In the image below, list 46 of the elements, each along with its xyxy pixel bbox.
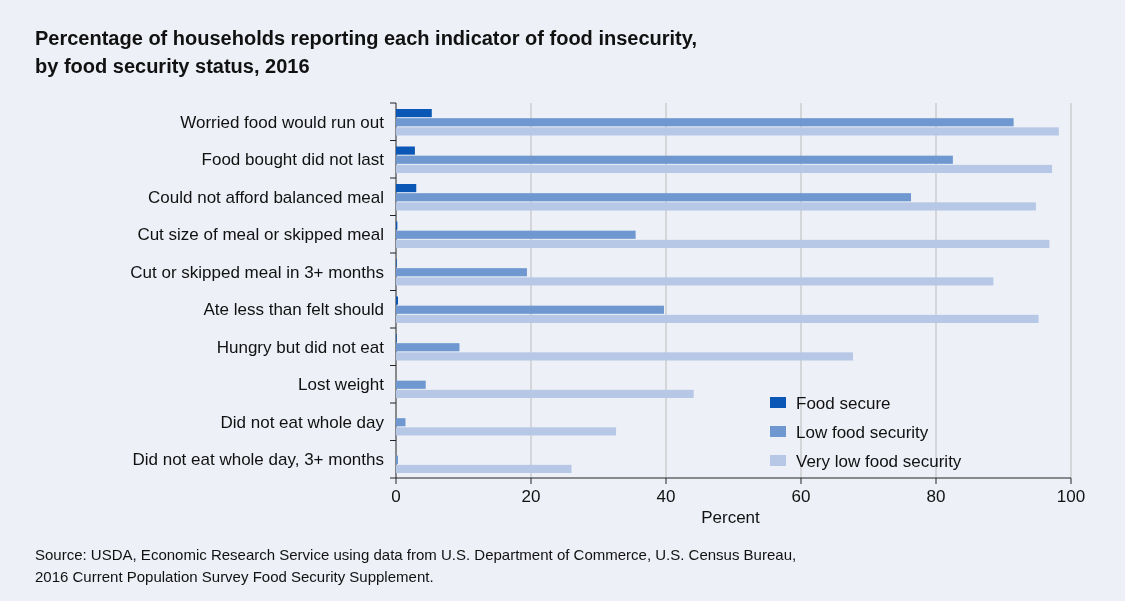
- bar: [396, 193, 912, 202]
- y-tick-label: Cut or skipped meal in 3+ months: [130, 262, 384, 282]
- y-tick-label: Cut size of meal or skipped meal: [137, 225, 384, 245]
- bar: [396, 127, 1059, 136]
- x-tick-label: 100: [1056, 487, 1086, 506]
- x-tick-label: 80: [926, 487, 946, 506]
- y-tick-label: Worried food would run out: [180, 112, 385, 132]
- y-tick-label: Did not eat whole day, 3+ months: [132, 450, 384, 470]
- bar: [396, 277, 994, 286]
- y-tick-label: Ate less than felt should: [203, 300, 384, 320]
- bar: [396, 202, 1036, 211]
- legend-label: Low food security: [796, 423, 929, 442]
- bar: [396, 418, 406, 427]
- bar: [396, 464, 572, 473]
- bar: [396, 380, 426, 389]
- bar: [396, 389, 694, 398]
- x-axis-title: Percent: [701, 508, 761, 527]
- bar: [396, 305, 664, 314]
- bar: [396, 164, 1053, 173]
- x-tick-label: 40: [656, 487, 676, 506]
- bar: [396, 184, 417, 193]
- x-tick-label: 20: [521, 487, 541, 506]
- bar: [396, 455, 399, 464]
- bar: [396, 109, 432, 118]
- legend-label: Food secure: [796, 394, 891, 413]
- legend-label: Very low food security: [796, 452, 962, 471]
- y-tick-label: Food bought did not last: [201, 150, 385, 170]
- y-tick-label: Did not eat whole day: [220, 412, 385, 432]
- x-tick-label: 60: [791, 487, 811, 506]
- chart-title: Percentage of households reporting each indicator of food insecurity, by food security status, 2016: [35, 27, 697, 77]
- bar: [396, 230, 636, 239]
- bar: [396, 118, 1014, 127]
- y-tick-label: Lost weight: [298, 375, 385, 395]
- bar: [396, 239, 1050, 248]
- bar: [396, 146, 415, 155]
- bar: [396, 352, 853, 361]
- bar: [396, 268, 527, 277]
- y-tick-label: Hungry but did not eat: [216, 337, 385, 357]
- bar: [396, 427, 617, 436]
- source-note: Source: USDA, Economic Research Service using data from U.S. Department of Commerce, U.S. Census Bureau, 2016 Current Population Survey Food Security Supplement.: [35, 546, 797, 585]
- bar: [396, 296, 399, 305]
- bar: [396, 155, 953, 164]
- bar: [396, 343, 460, 352]
- y-tick-label: Could not afford balanced meal: [148, 187, 384, 207]
- x-tick-label: 0: [391, 487, 401, 506]
- bar: [396, 314, 1039, 323]
